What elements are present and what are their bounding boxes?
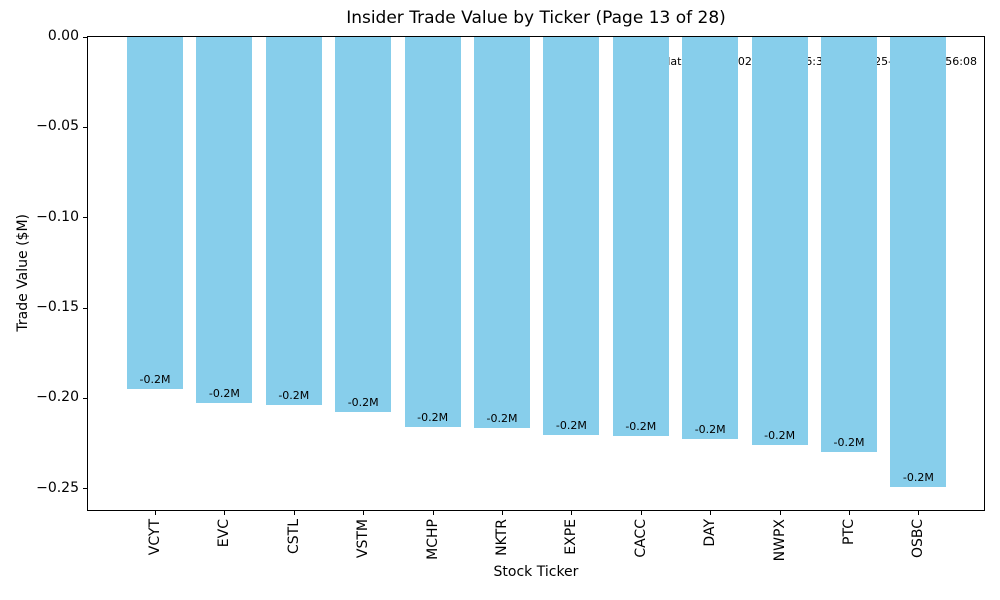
plot-area: Trade date range: 2025-11-25 16:31:55 – …	[83, 36, 985, 515]
x-tick-mark-day	[710, 511, 712, 515]
x-tick-mark-osbc	[918, 511, 920, 515]
x-tick-label-evc: EVC	[216, 519, 233, 548]
y-axis-label-wrap: Trade Value ($M)	[14, 36, 32, 509]
bar-value-label-vstm: -0.2M	[347, 395, 379, 409]
bar-value-label-ptc: -0.2M	[833, 435, 865, 449]
x-tick-label-vstm: VSTM	[355, 519, 372, 559]
x-tick-mark-cacc	[640, 511, 642, 515]
x-tick-mark-evc	[224, 511, 226, 515]
bar-value-label-expe: -0.2M	[555, 418, 587, 432]
bar-cstl	[265, 37, 322, 405]
x-tick-mark-nktr	[502, 511, 503, 515]
x-tick-mark-vstm	[363, 511, 365, 515]
x-tick-label-mchp: MCHP	[424, 519, 441, 560]
x-tick-mark-nwpx	[779, 511, 781, 515]
x-tick-mark-cstl	[293, 511, 295, 515]
bar-value-label-vcyt: -0.2M	[139, 373, 171, 387]
x-tick-label-vcyt: VCYT	[147, 519, 163, 556]
bar-value-label-nktr: -0.2M	[486, 412, 518, 426]
x-tick-mark-mchp	[432, 511, 434, 515]
bar-cacc	[612, 37, 669, 437]
bar-nwpx	[751, 37, 808, 445]
x-tick-label-osbc: OSBC	[910, 519, 927, 559]
y-tick-label-4: −0.20	[36, 389, 79, 406]
y-tick-mark-5	[83, 488, 87, 490]
y-tick-mark-0	[83, 37, 87, 38]
bar-value-label-nwpx: -0.2M	[764, 428, 796, 442]
bar-osbc	[890, 37, 947, 488]
bar-mchp	[404, 37, 461, 428]
bar-value-label-mchp: -0.2M	[417, 411, 449, 425]
y-tick-label-3: −0.15	[36, 299, 79, 315]
x-tick-label-cacc: CACC	[632, 519, 649, 558]
x-tick-mark-expe	[571, 511, 573, 515]
y-tick-mark-2	[83, 217, 87, 219]
chart-title: Insider Trade Value by Ticker (Page 13 o…	[346, 8, 726, 28]
x-tick-label-day: DAY	[702, 519, 719, 547]
y-tick-label-5: −0.25	[36, 479, 79, 496]
bar-vcyt	[127, 37, 183, 390]
y-tick-mark-4	[83, 397, 87, 399]
x-tick-label-expe: EXPE	[563, 519, 580, 555]
x-axis-label: Stock Ticker	[493, 564, 579, 580]
bar-day	[682, 37, 739, 439]
y-tick-label-2: −0.10	[36, 208, 79, 225]
bar-nktr	[474, 37, 530, 429]
x-tick-label-nktr: NKTR	[494, 519, 510, 556]
x-tick-label-ptc: PTC	[841, 519, 857, 545]
bar-value-label-cacc: -0.2M	[625, 420, 657, 434]
bar-ptc	[821, 37, 877, 452]
bar-evc	[196, 37, 253, 403]
y-tick-mark-1	[83, 126, 87, 128]
bar-value-label-osbc: -0.2M	[902, 471, 934, 485]
bar-vstm	[335, 37, 392, 412]
x-tick-label-cstl: CSTL	[285, 519, 302, 555]
x-tick-mark-vcyt	[155, 511, 156, 515]
x-tick-label-nwpx: NWPX	[771, 519, 788, 562]
bar-value-label-day: -0.2M	[694, 422, 726, 436]
y-tick-mark-3	[83, 307, 87, 309]
bar-value-label-evc: -0.2M	[208, 386, 240, 400]
bar-expe	[543, 37, 600, 435]
x-tick-mark-ptc	[849, 511, 850, 515]
bar-value-label-cstl: -0.2M	[278, 388, 310, 402]
y-tick-label-0: 0.00	[47, 28, 79, 44]
y-tick-label-1: −0.05	[36, 118, 79, 135]
